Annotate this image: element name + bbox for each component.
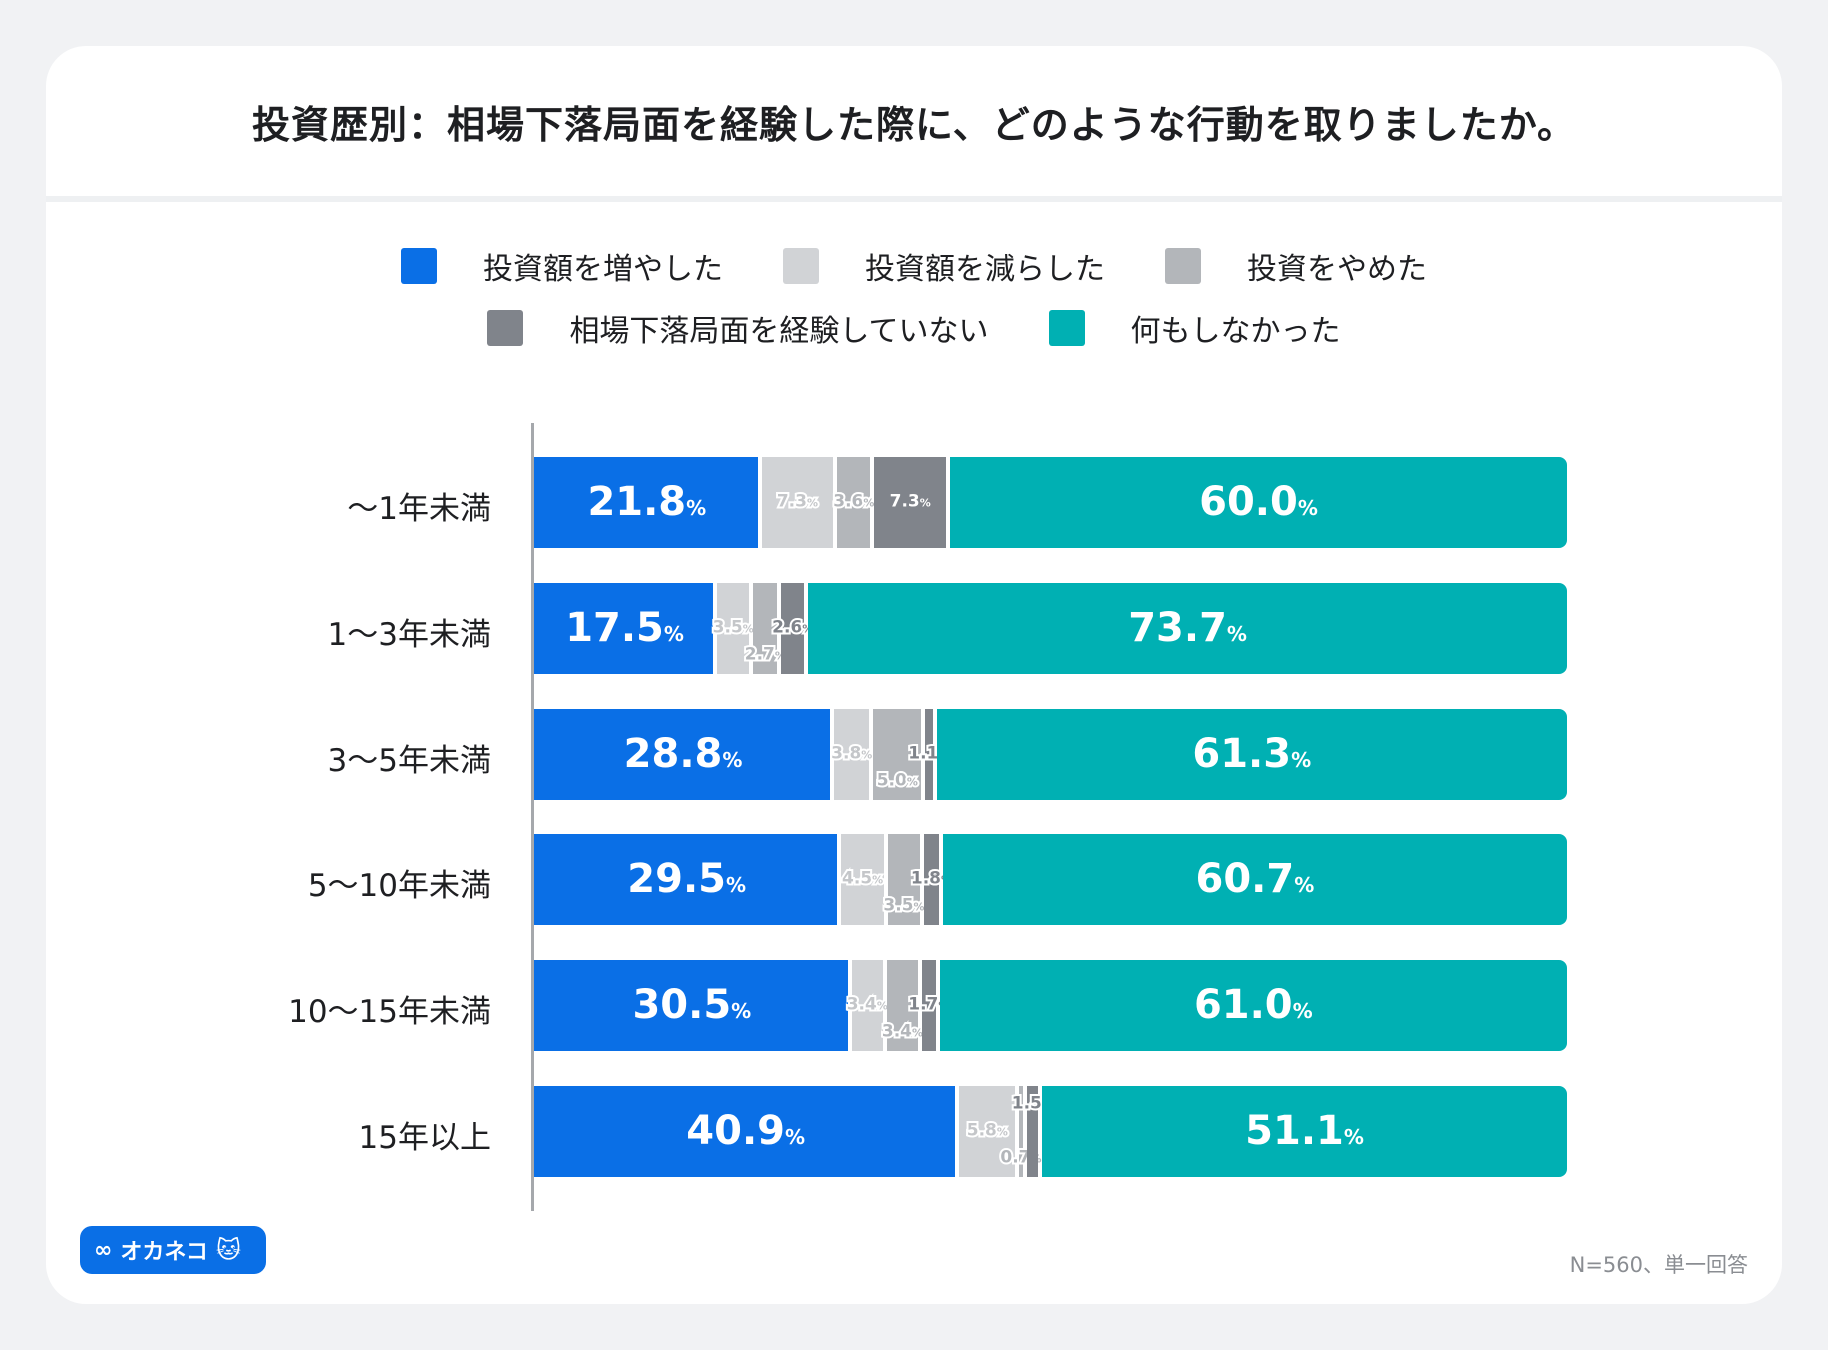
data-label: 30.5% xyxy=(632,982,752,1029)
bar-segment xyxy=(761,457,834,548)
bar-segment xyxy=(936,708,1567,800)
data-label: 28.8% xyxy=(623,730,743,777)
bar-segment xyxy=(534,834,838,926)
cat-mascot-icon: 🐱 xyxy=(215,1236,241,1264)
data-label: 61.3% xyxy=(1192,730,1312,777)
bar-segment xyxy=(1019,1086,1023,1177)
legend-item: 投資をやめた xyxy=(1165,244,1427,288)
logo-mark-icon: ∞ xyxy=(94,1237,113,1263)
category-label: 10〜15年未満 xyxy=(288,994,491,1031)
data-label: 29.5% xyxy=(627,856,747,903)
category-label: 15年以上 xyxy=(358,1120,491,1156)
bar-segment xyxy=(925,708,933,800)
bar-segment xyxy=(939,960,1567,1052)
category-label: 3〜5年未満 xyxy=(327,742,491,779)
legend-swatch xyxy=(487,310,524,346)
data-label: 4.5% xyxy=(840,868,885,889)
data-label: 73.7% xyxy=(1128,604,1247,651)
data-label: 2.7% xyxy=(743,644,788,665)
category-label: 1〜3年未満 xyxy=(327,616,491,653)
bar-segment xyxy=(534,582,714,674)
data-label: 3.4% xyxy=(880,1021,925,1042)
data-label: 51.1% xyxy=(1245,1108,1364,1154)
footnote: N=560、単一回答 xyxy=(1569,1253,1748,1277)
data-label: 2.6% xyxy=(770,617,815,638)
bar-segment xyxy=(873,708,922,800)
data-label: 3.4% xyxy=(845,994,890,1015)
bar-segment xyxy=(851,960,883,1052)
bar-row: 40.9%5.8%0.7%1.5%51.1% xyxy=(534,1086,1569,1177)
bar-segment xyxy=(834,708,870,800)
legend-label: 投資額を増やした xyxy=(483,252,723,287)
bar-row: 28.8%3.8%5.0%1.1%61.3% xyxy=(534,708,1569,800)
bar-row: 29.5%4.5%3.5%1.8%60.7% xyxy=(534,834,1569,926)
data-label: 7.3% xyxy=(775,491,820,512)
bar-segment xyxy=(922,960,936,1052)
bar-segment xyxy=(1042,1086,1567,1177)
data-label: 5.8% xyxy=(965,1120,1010,1141)
title-band: 投資歴別：相場下落局面を経験した際に、どのような行動を取りましたか。 xyxy=(46,46,1782,202)
bar-segment xyxy=(717,582,750,674)
bar-segment xyxy=(781,582,805,674)
legend-swatch xyxy=(1048,310,1085,346)
bar-segment xyxy=(534,1086,956,1177)
legend-swatch xyxy=(783,248,819,284)
category-label: 〜1年未満 xyxy=(347,491,491,527)
legend-item: 何もしなかった xyxy=(1048,306,1341,350)
bar-segment xyxy=(959,1086,1016,1177)
legend-item: 投資額を減らした xyxy=(783,244,1105,288)
bar-row: 17.5% 3.5% 2.7% 2.6% 73.7% xyxy=(534,582,1569,674)
data-label: 7.3% xyxy=(889,491,931,512)
legend-row-2: 相場下落局面を経験していない 何もしなかった xyxy=(46,306,1782,350)
logo-text: オカネコ xyxy=(120,1240,208,1265)
data-label: 3.8% xyxy=(829,743,874,764)
legend-label: 投資額を減らした xyxy=(865,252,1105,287)
y-axis-line xyxy=(531,423,534,1211)
bar-segment xyxy=(874,457,946,548)
bar-segment xyxy=(942,834,1567,926)
bar-segment xyxy=(534,457,758,548)
data-label: 60.0% xyxy=(1199,479,1318,525)
data-label: 17.5% xyxy=(565,604,684,651)
bar-segment xyxy=(924,834,939,926)
data-label: 21.8% xyxy=(587,479,707,525)
bar-segment xyxy=(837,457,871,548)
legend-item: 相場下落局面を経験していない xyxy=(487,306,989,350)
category-label: 5〜10年未満 xyxy=(307,868,491,905)
legend-label: 相場下落局面を経験していない xyxy=(569,314,989,349)
data-label: 60.7% xyxy=(1195,856,1315,903)
bar-segment xyxy=(808,582,1567,674)
legend-swatch xyxy=(401,248,437,284)
data-label: 3.5% xyxy=(881,895,926,916)
bar-segment xyxy=(1026,1086,1039,1177)
bar-segment xyxy=(887,834,921,926)
data-label: 5.0% xyxy=(875,770,920,791)
legend-row-1: 投資額を増やした 投資額を減らした 投資をやめた xyxy=(46,244,1782,288)
bar-row: 21.8% 7.3% 3.6% 7.3% 60.0% xyxy=(534,457,1569,548)
bar-segment xyxy=(534,708,831,800)
chart-card: 投資歴別：相場下落局面を経験した際に、どのような行動を取りましたか。 投資額を増… xyxy=(46,46,1782,1304)
data-label: 3.6% xyxy=(831,491,876,512)
bar-segment xyxy=(886,960,919,1052)
bar-segment xyxy=(950,457,1567,548)
bar-segment xyxy=(753,582,778,674)
bar-segment xyxy=(534,960,848,1052)
data-label: 61.0% xyxy=(1193,982,1313,1029)
okaneko-logo: ∞ オカネコ 🐱 xyxy=(80,1226,266,1274)
legend-swatch xyxy=(1165,248,1201,284)
legend-item: 投資額を増やした xyxy=(401,244,723,288)
bar-row: 30.5%3.4%3.4%1.7%61.0% xyxy=(534,960,1569,1052)
bar-segment xyxy=(841,834,884,926)
data-label: 40.9% xyxy=(686,1108,806,1154)
legend-label: 何もしなかった xyxy=(1130,314,1341,349)
legend-label: 投資をやめた xyxy=(1247,252,1427,287)
data-label: 3.5% xyxy=(711,617,756,638)
chart-title: 投資歴別：相場下落局面を経験した際に、どのような行動を取りましたか。 xyxy=(251,102,1577,147)
